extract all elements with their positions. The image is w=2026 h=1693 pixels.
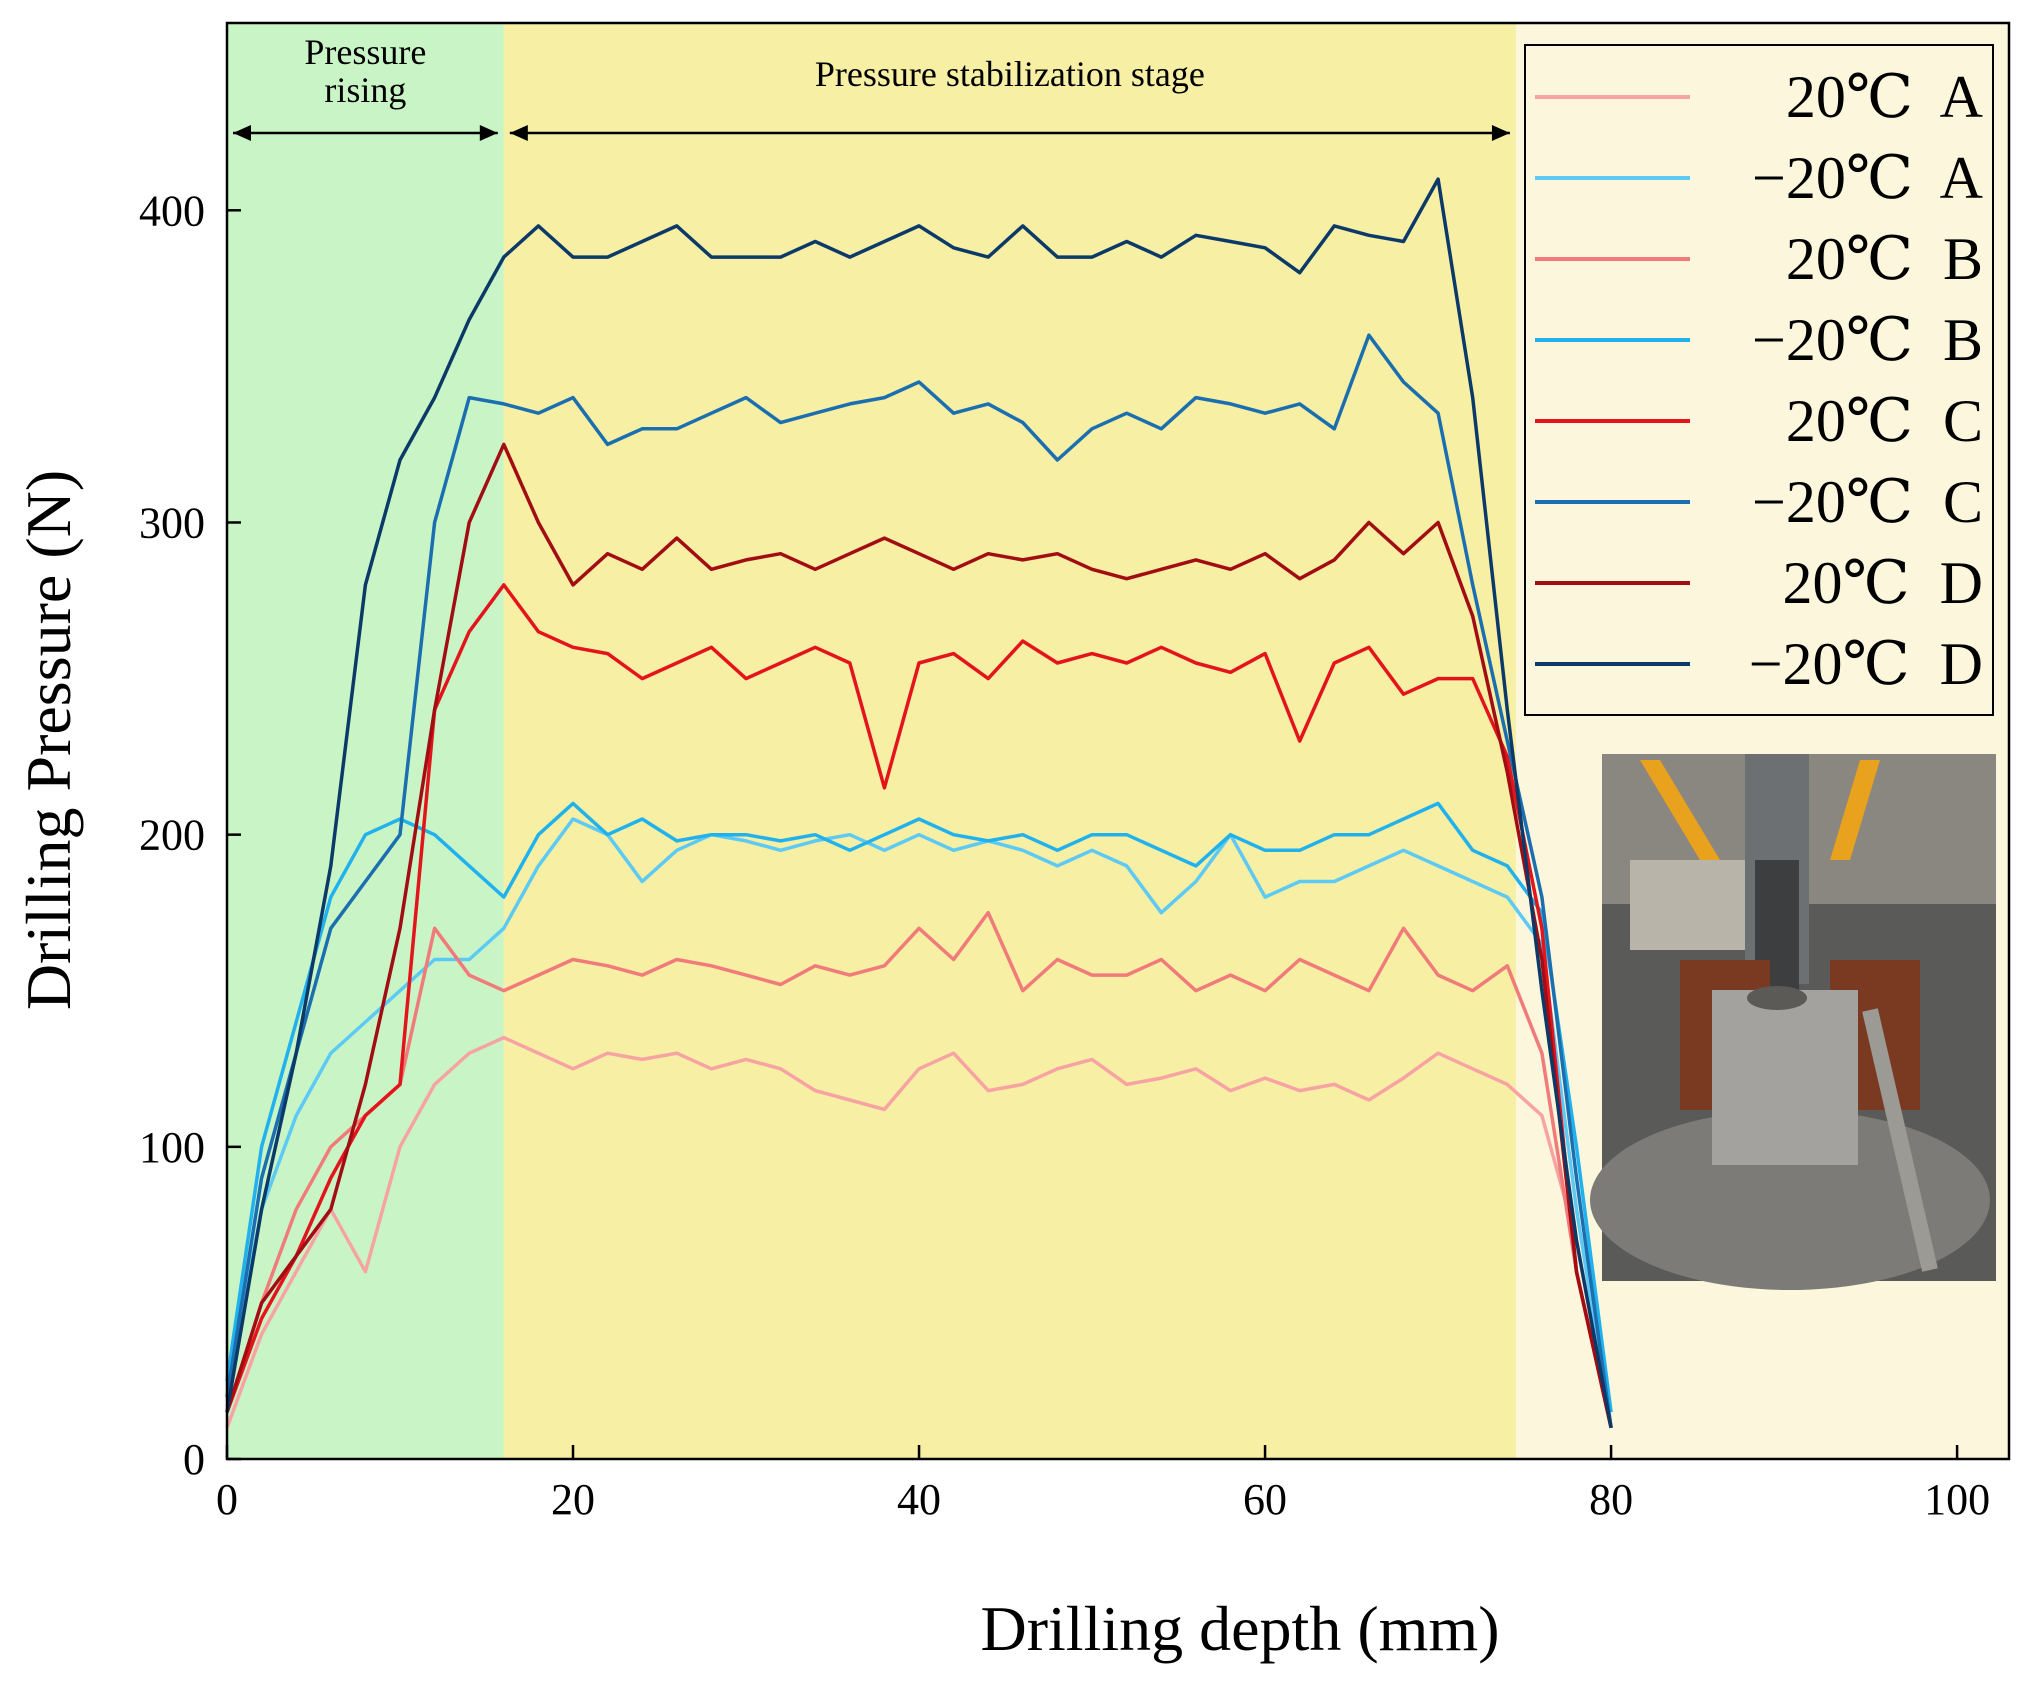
photo-stand <box>1640 760 1720 860</box>
arrow-head <box>479 125 498 141</box>
series-line <box>225 583 1613 1429</box>
photo-hole <box>1747 986 1807 1010</box>
plot-frame <box>225 21 2011 1461</box>
photo-box <box>1630 860 1760 950</box>
photo-rod <box>1862 1008 1938 1272</box>
region-label-box: Pressure rising <box>304 32 427 110</box>
x-tick-label: 20 <box>551 1475 595 1524</box>
y-axis-title: Drilling Pressure (N) <box>13 470 84 1010</box>
legend-label: −20℃ A <box>1752 145 1983 211</box>
y-tick-label: 300 <box>139 498 205 547</box>
legend-label: 20℃ D <box>1783 550 1983 616</box>
region-label: Pressure rising <box>304 32 427 110</box>
arrow-head <box>1491 125 1510 141</box>
axes-layer: 0 20 40 60 80 100 0 100 200 300 400 <box>139 21 2011 1524</box>
x-tick-label: 80 <box>1589 1475 1633 1524</box>
y-tick-label: 0 <box>183 1435 205 1484</box>
region-label: Pressure stabilization stage <box>814 54 1205 94</box>
series-line <box>225 333 1613 1429</box>
series-line <box>225 910 1613 1429</box>
legend: 20℃ A −20℃ A 20℃ B −20℃ B 20℃ C −20℃ C 20℃ D −2… <box>1524 44 1994 716</box>
legend-label: 20℃ C <box>1786 388 1983 454</box>
region-label-box: Pressure stabilization stage <box>814 54 1205 94</box>
x-tick-label: 60 <box>1243 1475 1287 1524</box>
legend-label: −20℃ D <box>1749 631 1983 697</box>
arrow-head <box>509 125 528 141</box>
legend-label: −20℃ C <box>1752 469 1983 535</box>
lines-layer <box>225 177 1613 1429</box>
legend-label: 20℃ A <box>1786 64 1983 130</box>
legend-label: 20℃ B <box>1786 226 1983 292</box>
series-line <box>225 442 1613 1429</box>
legend-box <box>1524 44 1994 716</box>
x-tick-label: 0 <box>216 1475 238 1524</box>
series-line <box>225 801 1613 1413</box>
y-tick-label: 100 <box>139 1123 205 1172</box>
legend-label: −20℃ B <box>1752 307 1983 373</box>
photo-floor <box>1590 1110 1990 1290</box>
photo-block <box>1712 990 1858 1165</box>
series-line <box>225 1035 1613 1429</box>
region <box>227 23 504 1459</box>
x-axis-title: Drilling depth (mm) <box>980 1593 1499 1664</box>
y-tick-label: 400 <box>139 186 205 235</box>
x-tick-label: 40 <box>897 1475 941 1524</box>
series-line <box>225 177 1613 1429</box>
region <box>503 23 1516 1459</box>
photo-inset <box>1590 754 1996 1290</box>
y-tick-label: 200 <box>139 811 205 860</box>
arrow-head <box>233 125 251 141</box>
x-tick-label: 100 <box>1924 1475 1990 1524</box>
photo-stand <box>1830 760 1880 860</box>
